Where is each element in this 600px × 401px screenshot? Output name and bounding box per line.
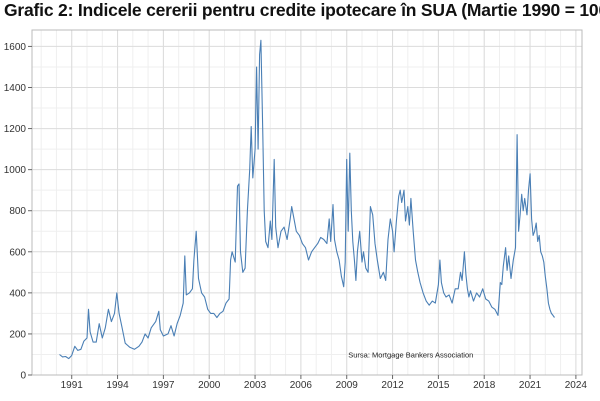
y-tick-label: 1600 [4,42,27,53]
x-tick-label: 2009 [336,380,359,391]
y-tick-label: 1000 [4,165,27,176]
y-tick-label: 0 [20,371,26,382]
chart-title: Grafic 2: Indicele cererii pentru credit… [4,0,600,20]
series-line [59,39,555,360]
x-tick-label: 1994 [106,380,129,391]
series-group [59,39,555,360]
x-tick-label: 2006 [290,380,313,391]
x-axis: 1991 1994 1997 2000 2003 2006 2009 2012 2015 2018… [61,375,588,391]
y-axis: 0 200 400 600 800 1000 1200 1400 1600 [4,42,32,382]
source-note: Sursa: Mortgage Bankers Association [348,351,473,360]
x-tick-label: 2018 [473,380,496,391]
y-tick-label: 600 [9,247,26,258]
x-tick-label: 2015 [427,380,450,391]
x-tick-label: 2024 [565,380,588,391]
x-tick-label: 1991 [61,380,84,391]
y-tick-label: 1200 [4,124,27,135]
x-tick-label: 2000 [198,380,221,391]
y-tick-label: 200 [9,329,26,340]
y-tick-label: 1400 [4,83,27,94]
x-tick-label: 2003 [244,380,267,391]
grid [32,30,582,376]
y-tick-label: 800 [9,206,26,217]
y-tick-label: 400 [9,288,26,299]
plot-area [31,29,583,376]
x-tick-label: 1997 [152,380,175,391]
x-tick-label: 2012 [381,380,404,391]
x-tick-label: 2021 [519,380,542,391]
